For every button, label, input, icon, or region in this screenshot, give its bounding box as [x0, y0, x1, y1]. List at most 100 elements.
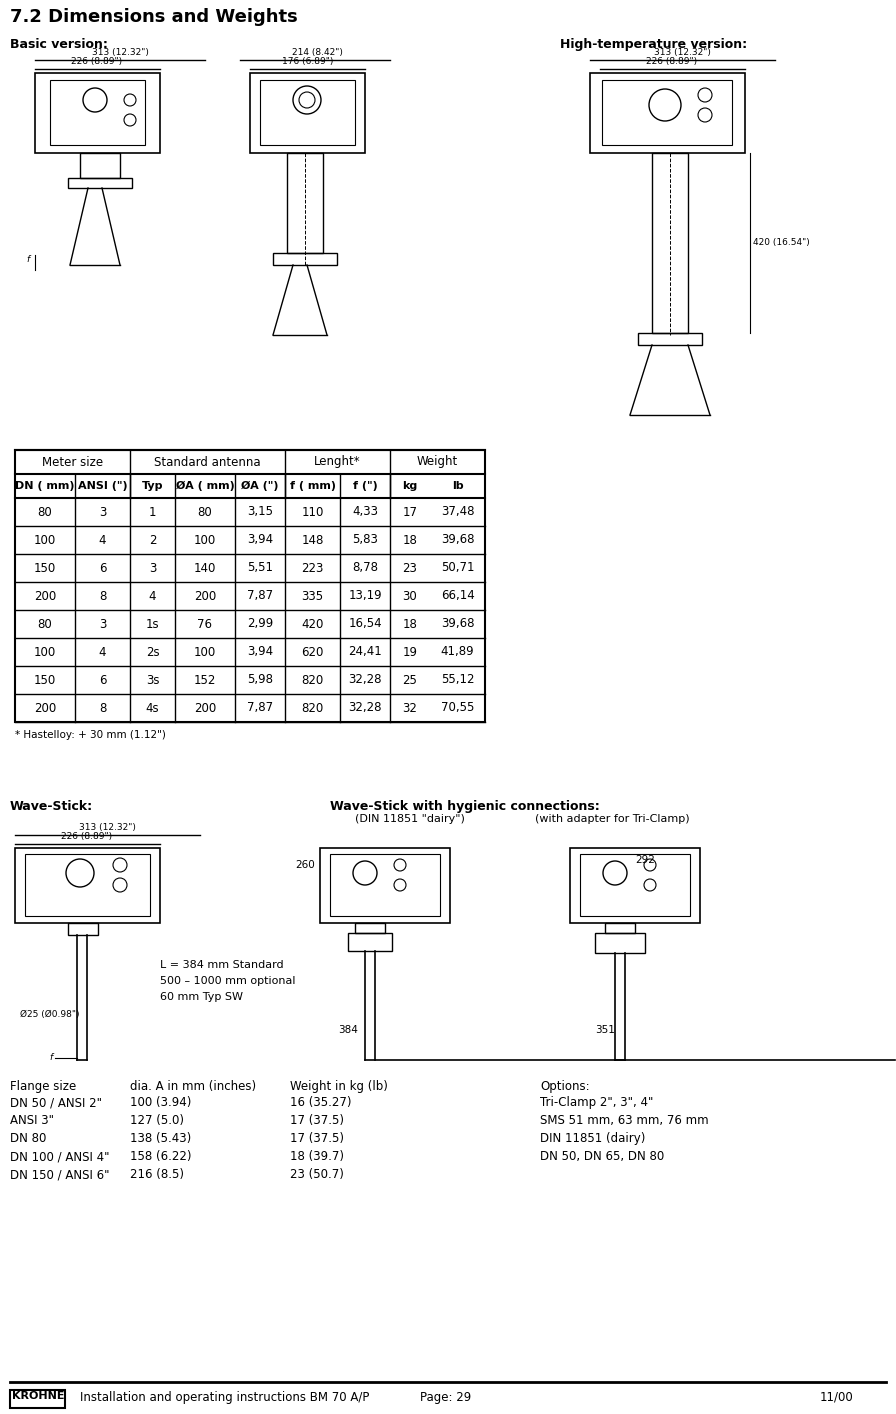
Text: Meter size: Meter size — [42, 455, 103, 468]
Bar — [590, 74, 745, 153]
Bar — [320, 848, 450, 923]
Bar — [602, 81, 732, 146]
Bar — [15, 848, 160, 923]
Text: DN 50 / ANSI 2": DN 50 / ANSI 2" — [10, 1096, 102, 1109]
Text: 226 (8.89"): 226 (8.89") — [62, 831, 113, 841]
Text: 4: 4 — [99, 646, 107, 659]
Bar — [25, 854, 150, 916]
Bar — [15, 450, 485, 723]
Text: 313 (12.32"): 313 (12.32") — [653, 48, 711, 57]
Text: DN 150 / ANSI 6": DN 150 / ANSI 6" — [10, 1168, 109, 1181]
Text: f: f — [27, 256, 30, 264]
Text: 420 (16.54"): 420 (16.54") — [753, 239, 810, 247]
Text: 4: 4 — [99, 533, 107, 546]
Text: 11/00: 11/00 — [820, 1391, 854, 1404]
Text: Options:: Options: — [540, 1080, 590, 1093]
Text: 24,41: 24,41 — [349, 646, 382, 659]
Text: 16,54: 16,54 — [349, 618, 382, 631]
Text: 17: 17 — [402, 505, 418, 519]
Text: Flange size: Flange size — [10, 1080, 76, 1093]
Text: 50,71: 50,71 — [441, 561, 474, 574]
Text: 1: 1 — [149, 505, 156, 519]
Text: dia. A in mm (inches): dia. A in mm (inches) — [130, 1080, 256, 1093]
Text: 70,55: 70,55 — [441, 701, 474, 714]
Text: 110: 110 — [301, 505, 323, 519]
Text: 200: 200 — [34, 590, 56, 602]
Text: 23: 23 — [402, 561, 418, 574]
Text: ANSI ("): ANSI (") — [78, 481, 127, 491]
Text: 16 (35.27): 16 (35.27) — [290, 1096, 351, 1109]
Text: 127 (5.0): 127 (5.0) — [130, 1114, 184, 1127]
Text: 5,98: 5,98 — [247, 673, 273, 687]
Bar — [10, 1390, 65, 1408]
Text: 23 (50.7): 23 (50.7) — [290, 1168, 344, 1181]
Text: Standard antenna: Standard antenna — [154, 455, 261, 468]
Text: 80: 80 — [38, 618, 52, 631]
Text: Weight in kg (lb): Weight in kg (lb) — [290, 1080, 388, 1093]
Text: 2,99: 2,99 — [247, 618, 273, 631]
Text: kg: kg — [402, 481, 418, 491]
Text: 3: 3 — [99, 505, 107, 519]
Text: 18 (39.7): 18 (39.7) — [290, 1150, 344, 1162]
Text: 5,51: 5,51 — [247, 561, 273, 574]
Text: 152: 152 — [194, 673, 216, 687]
Text: 76: 76 — [197, 618, 212, 631]
Bar — [605, 923, 635, 933]
Text: lb: lb — [452, 481, 463, 491]
Text: 100: 100 — [194, 533, 216, 546]
Bar — [250, 74, 365, 153]
Text: 32,28: 32,28 — [349, 701, 382, 714]
Text: 200: 200 — [194, 701, 216, 714]
Text: 19: 19 — [402, 646, 418, 659]
Text: 7,87: 7,87 — [247, 701, 273, 714]
Text: 620: 620 — [301, 646, 323, 659]
Text: 150: 150 — [34, 561, 56, 574]
Text: 176 (6.89"): 176 (6.89") — [282, 57, 333, 66]
Text: Wave-Stick:: Wave-Stick: — [10, 800, 93, 813]
Text: 55,12: 55,12 — [441, 673, 474, 687]
Text: 351: 351 — [595, 1025, 615, 1035]
Text: Installation and operating instructions BM 70 A/P: Installation and operating instructions … — [80, 1391, 369, 1404]
Text: 4: 4 — [149, 590, 156, 602]
Text: DN 50, DN 65, DN 80: DN 50, DN 65, DN 80 — [540, 1150, 664, 1162]
Text: 17 (37.5): 17 (37.5) — [290, 1133, 344, 1145]
Text: 420: 420 — [301, 618, 323, 631]
Text: 7.2 Dimensions and Weights: 7.2 Dimensions and Weights — [10, 8, 297, 25]
Text: 41,89: 41,89 — [441, 646, 474, 659]
Bar — [638, 334, 702, 345]
Text: 158 (6.22): 158 (6.22) — [130, 1150, 192, 1162]
Text: 8: 8 — [99, 590, 107, 602]
Text: 7,87: 7,87 — [247, 590, 273, 602]
Bar — [68, 923, 98, 935]
Bar — [580, 854, 690, 916]
Text: 3: 3 — [149, 561, 156, 574]
Text: 226 (8.89"): 226 (8.89") — [72, 57, 123, 66]
Bar — [355, 923, 385, 933]
Text: 2: 2 — [149, 533, 156, 546]
Text: Tri-Clamp 2", 3", 4": Tri-Clamp 2", 3", 4" — [540, 1096, 653, 1109]
Text: 820: 820 — [301, 673, 323, 687]
Bar — [570, 848, 700, 923]
Text: 39,68: 39,68 — [441, 533, 474, 546]
Text: 100: 100 — [34, 646, 56, 659]
Text: 18: 18 — [402, 533, 418, 546]
Text: 8: 8 — [99, 701, 107, 714]
Text: 30: 30 — [402, 590, 418, 602]
Bar — [330, 854, 440, 916]
Text: 32: 32 — [402, 701, 418, 714]
Text: KROHNE: KROHNE — [12, 1391, 65, 1401]
Text: 226 (8.89"): 226 (8.89") — [646, 57, 698, 66]
Text: ØA ( mm): ØA ( mm) — [176, 481, 235, 491]
Text: 3,94: 3,94 — [247, 533, 273, 546]
Text: 820: 820 — [301, 701, 323, 714]
Text: * Hastelloy: + 30 mm (1.12"): * Hastelloy: + 30 mm (1.12") — [15, 730, 166, 740]
Text: DIN 11851 (dairy): DIN 11851 (dairy) — [540, 1133, 645, 1145]
Bar — [348, 933, 392, 952]
Text: 100: 100 — [194, 646, 216, 659]
Text: 37,48: 37,48 — [441, 505, 474, 519]
Text: Wave-Stick with hygienic connections:: Wave-Stick with hygienic connections: — [330, 800, 599, 813]
Text: 25: 25 — [402, 673, 418, 687]
Text: DN 80: DN 80 — [10, 1133, 47, 1145]
Bar — [50, 81, 145, 146]
Text: 3: 3 — [99, 618, 107, 631]
